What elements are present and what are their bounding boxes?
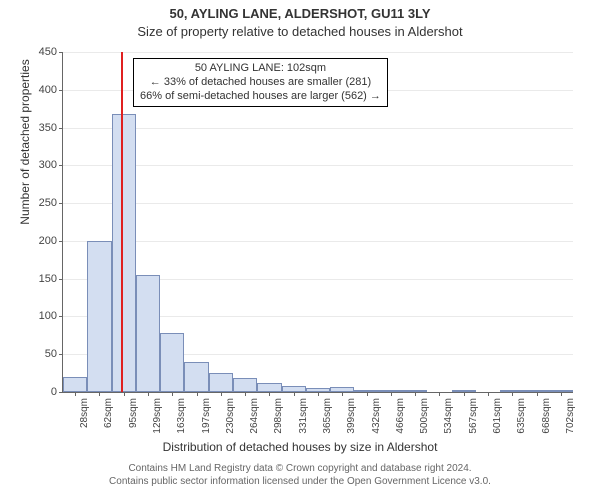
ytick-label: 200 [39,235,57,247]
ytick-mark [59,316,63,317]
xtick-label: 264sqm [249,398,260,434]
xtick-label: 365sqm [322,398,333,434]
xtick-label: 399sqm [346,398,357,434]
chart-title-line2: Size of property relative to detached ho… [0,24,600,39]
gridline [63,165,573,166]
ytick-label: 150 [39,273,57,285]
bar [330,387,354,392]
xtick-label: 28sqm [79,398,90,428]
xtick-mark [391,392,392,396]
xtick-mark [294,392,295,396]
bar [500,390,524,392]
xtick-mark [197,392,198,396]
footer-line2: Contains public sector information licen… [0,475,600,488]
xtick-mark [512,392,513,396]
bar [209,373,233,392]
xtick-mark [439,392,440,396]
y-axis-label: Number of detached properties [18,0,32,312]
xtick-mark [415,392,416,396]
bar [379,390,403,392]
xtick-label: 197sqm [201,398,212,434]
ytick-mark [59,241,63,242]
xtick-mark [269,392,270,396]
bar [524,390,548,392]
xtick-label: 331sqm [298,398,309,434]
ytick-label: 50 [45,348,57,360]
xtick-label: 567sqm [468,398,479,434]
ytick-mark [59,90,63,91]
xtick-mark [172,392,173,396]
ytick-mark [59,354,63,355]
annotation-line3: 66% of semi-detached houses are larger (… [140,90,381,104]
xtick-mark [561,392,562,396]
xtick-label: 668sqm [541,398,552,434]
xtick-mark [124,392,125,396]
ytick-mark [59,165,63,166]
x-axis-label: Distribution of detached houses by size … [0,440,600,454]
footer-line1: Contains HM Land Registry data © Crown c… [0,462,600,475]
xtick-label: 432sqm [371,398,382,434]
bar [184,362,208,392]
ytick-label: 300 [39,159,57,171]
bar [87,241,111,392]
bar [233,378,257,392]
xtick-mark [464,392,465,396]
xtick-label: 129sqm [152,398,163,434]
bar [403,390,427,392]
xtick-label: 95sqm [128,398,139,428]
xtick-label: 702sqm [565,398,576,434]
ytick-mark [59,392,63,393]
plot-area: 50 AYLING LANE: 102sqm ← 33% of detached… [62,52,573,393]
xtick-mark [148,392,149,396]
bar [257,383,281,392]
xtick-label: 163sqm [176,398,187,434]
xtick-label: 62sqm [103,398,114,428]
bar [136,275,160,392]
bar [112,114,136,392]
bar [452,390,476,392]
footer-attribution: Contains HM Land Registry data © Crown c… [0,462,600,488]
ytick-mark [59,279,63,280]
bar [306,388,330,392]
bar [63,377,87,392]
bar [282,386,306,392]
xtick-label: 534sqm [443,398,454,434]
xtick-mark [245,392,246,396]
bar [354,390,378,392]
gridline [63,241,573,242]
gridline [63,52,573,53]
xtick-mark [75,392,76,396]
ytick-label: 0 [51,386,57,398]
xtick-mark [342,392,343,396]
xtick-mark [537,392,538,396]
ytick-label: 400 [39,84,57,96]
xtick-mark [221,392,222,396]
ytick-label: 100 [39,310,57,322]
xtick-label: 230sqm [225,398,236,434]
gridline [63,128,573,129]
xtick-mark [488,392,489,396]
xtick-mark [318,392,319,396]
xtick-label: 635sqm [516,398,527,434]
ytick-label: 450 [39,46,57,58]
ytick-mark [59,52,63,53]
ytick-mark [59,128,63,129]
ytick-mark [59,203,63,204]
gridline [63,203,573,204]
xtick-label: 298sqm [273,398,284,434]
bar [160,333,184,392]
annotation-line2: ← 33% of detached houses are smaller (28… [140,76,381,90]
annotation-line1: 50 AYLING LANE: 102sqm [140,62,381,76]
xtick-mark [367,392,368,396]
xtick-label: 500sqm [419,398,430,434]
xtick-label: 466sqm [395,398,406,434]
ytick-label: 350 [39,122,57,134]
property-marker-line [121,52,123,392]
annotation-box: 50 AYLING LANE: 102sqm ← 33% of detached… [133,58,388,107]
xtick-mark [99,392,100,396]
xtick-label: 601sqm [492,398,503,434]
ytick-label: 250 [39,197,57,209]
chart-title-line1: 50, AYLING LANE, ALDERSHOT, GU11 3LY [0,6,600,21]
bar [549,390,573,392]
